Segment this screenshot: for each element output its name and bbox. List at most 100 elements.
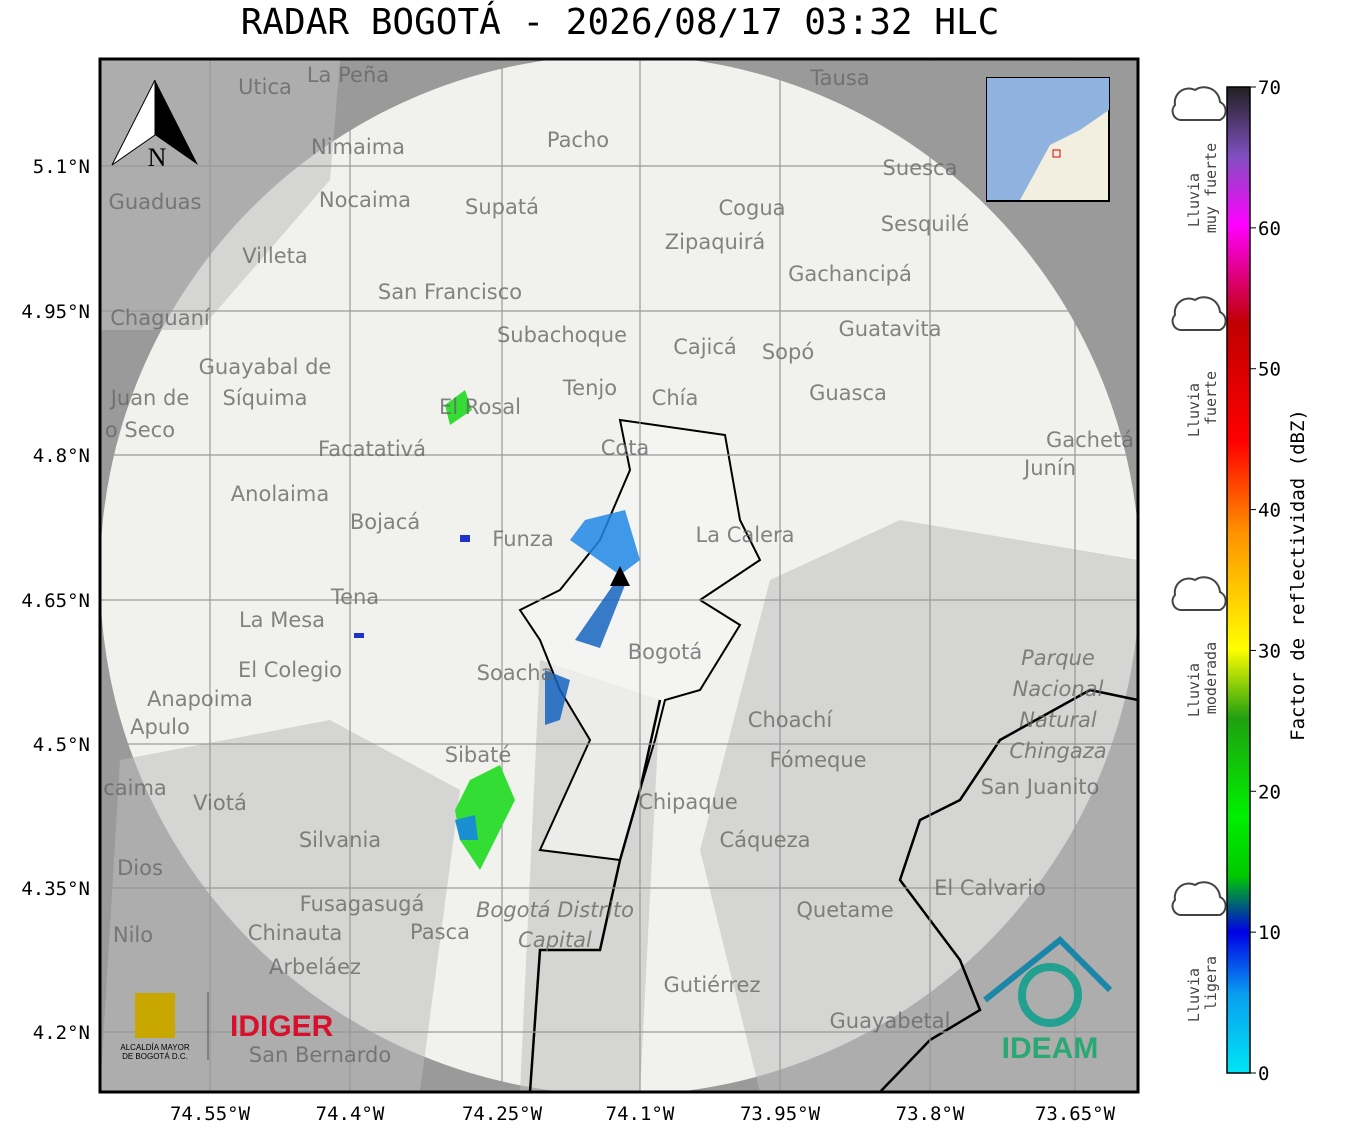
place-label: Apulo [130,715,190,739]
place-label: Guaduas [109,190,202,214]
ideam-swirl [1018,963,1082,1027]
rain-level-label: fuerte [1202,371,1220,425]
lat-tick-label: 4.2°N [33,1022,90,1044]
lat-tick-label: 4.65°N [21,590,90,612]
place-label: Silvania [299,828,381,852]
place-label: Tausa [809,66,869,90]
place-label: Tena [330,585,379,609]
place-label: Viotá [193,791,247,815]
place-label: Soacha [477,661,554,685]
rain-level-label: muy fuerte [1202,143,1220,233]
colorbar-tick-label: 40 [1258,500,1281,522]
place-label: Cajicá [673,335,737,359]
place-label: El Colegio [238,658,342,682]
place-label: Bogotá Distrito [476,898,634,922]
colorbar-tick-label: 10 [1258,922,1281,944]
place-label: Bojacá [350,510,420,534]
weather-icon [1171,576,1227,611]
place-label: Junín [1022,456,1076,480]
place-label: Cogua [718,196,785,220]
place-label: Pasca [410,920,470,944]
place-label: El Calvario [934,876,1046,900]
place-label: Juan de [109,386,190,410]
place-label: Guayabal de [199,355,332,379]
lon-tick-label: 74.25°W [462,1103,543,1125]
place-label: Tenjo [562,376,617,400]
place-label: Guasca [809,381,887,405]
place-label: Chingaza [1009,739,1106,763]
rain-level-label: Lluvia [1185,383,1203,437]
place-label: Sopó [762,340,814,364]
place-label: Choachí [748,708,834,732]
lon-tick-label: 73.95°W [740,1103,821,1125]
map: La Peña Utica Tausa Pacho Nimaima Suesca Guadu… [100,59,1138,1092]
colorbar-tick-label: 60 [1258,218,1281,240]
ideam-logo: IDEAM [1002,1032,1099,1065]
rain-level-label: Lluvia [1185,968,1203,1022]
place-label: Chaguaní [110,306,211,330]
place-label: Fómeque [769,748,866,772]
place-label: Guatavita [839,317,942,341]
place-label: Suesca [883,156,958,180]
place-label: Sibaté [445,743,512,767]
place-label: Gutiérrez [664,973,761,997]
colorbar-label: Factor de reflectividad (dBZ) [1287,409,1309,741]
place-label: Arbeláez [269,955,361,979]
weather-icon [1171,881,1227,916]
place-label: Guayabetal [830,1009,951,1033]
alcaldia-text: DE BOGOTÁ D.C. [122,1052,188,1061]
colorbar [1226,86,1251,1074]
place-label: Chinauta [248,921,342,945]
inset-radar-box [1052,149,1061,158]
lon-tick-label: 74.4°W [316,1103,385,1125]
place-label: Sesquilé [881,212,969,236]
place-label: Pacho [547,128,609,152]
place-label: Anolaima [231,482,329,506]
place-label: Chía [652,386,699,410]
colorbar-tick-label: 20 [1258,781,1281,803]
lon-tick-label: 74.55°W [170,1103,251,1125]
lat-tick-label: 5.1°N [33,156,90,178]
place-label: Fusagasugá [300,892,425,916]
place-label: Supatá [465,195,539,219]
weather-icon [1171,86,1227,121]
place-label: La Peña [307,63,389,87]
place-label: Cáqueza [720,828,811,852]
place-label: Nimaima [311,135,405,159]
radar-echoes [354,390,640,870]
place-label: Utica [238,75,292,99]
place-label: Subachoque [497,323,627,347]
place-label: o Seco [105,418,175,442]
place-label: Facatativá [318,437,426,461]
place-label: Gachancipá [788,262,912,286]
title: RADAR BOGOTÁ - 2026/08/17 03:32 HLC [241,1,1000,43]
colorbar-tick-label: 70 [1258,77,1281,99]
colorbar-tick-label: 50 [1258,359,1281,381]
weather-icon [1171,296,1227,331]
rain-level-label: ligera [1202,956,1220,1010]
place-label: San Francisco [378,280,522,304]
place-label: El Rosal [439,395,521,419]
place-label: Zipaquirá [665,230,765,254]
rain-level-label: Lluvia [1185,173,1203,227]
compass [155,80,198,165]
place-label: Gachetá [1046,428,1134,452]
ideam-roof [983,935,1113,1003]
lon-tick-label: 73.65°W [1035,1103,1116,1125]
place-label: Bogotá [628,640,703,664]
lat-tick-label: 4.35°N [21,878,90,900]
terrain-shading [100,60,1138,1092]
colorbar-tick-label: 0 [1258,1063,1269,1085]
lon-tick-label: 74.1°W [606,1103,675,1125]
colorbar-tick-label: 30 [1258,640,1281,662]
lat-tick-label: 4.5°N [33,734,90,756]
map-frame [98,57,1140,1094]
place-label: Nacional [1013,677,1104,701]
place-label: Síquima [223,386,308,410]
place-label: Dios [117,856,163,880]
place-label: Funza [492,527,553,551]
place-label: Capital [518,928,592,952]
place-label: Natural [1019,708,1097,732]
place-label: Cota [601,436,650,460]
